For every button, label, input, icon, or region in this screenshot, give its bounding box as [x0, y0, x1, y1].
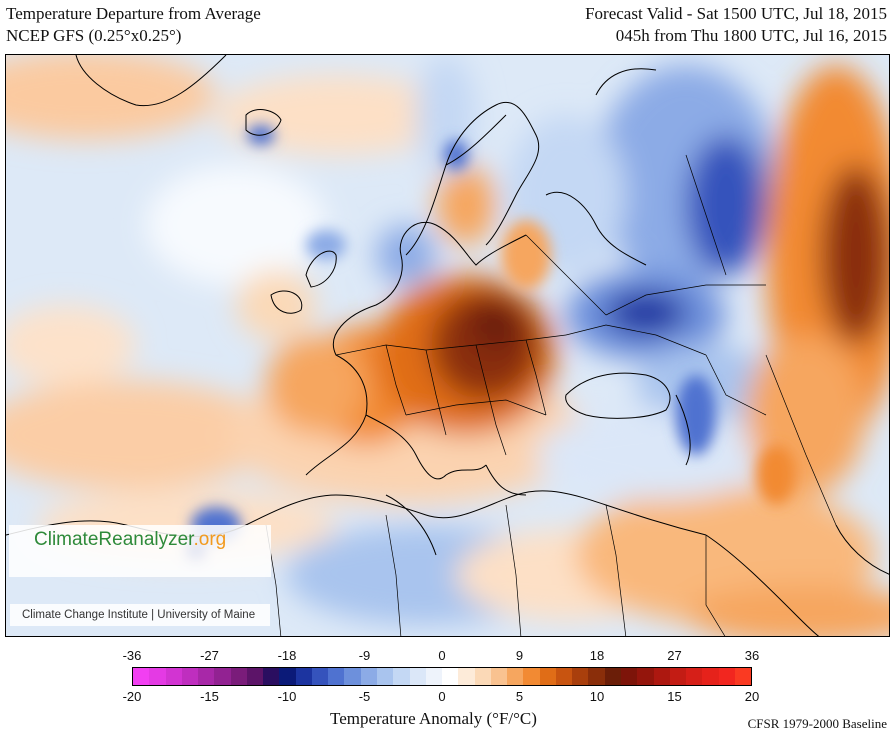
fahrenheit-tick-label: 36 [744, 648, 760, 663]
baseline-note: CFSR 1979-2000 Baseline [747, 716, 887, 731]
country-borders [265, 154, 837, 636]
color-swatch [637, 668, 654, 685]
color-swatch [572, 668, 589, 685]
celsius-tick-label: -10 [277, 689, 297, 704]
model-name: NCEP GFS (0.25°x0.25°) [6, 26, 182, 45]
celsius-tick-label: 20 [744, 689, 760, 704]
fahrenheit-tick-label: 0 [438, 648, 446, 663]
fahrenheit-tick-label: -36 [122, 648, 142, 663]
color-swatch [230, 668, 247, 685]
color-swatch [246, 668, 264, 685]
color-swatch [734, 668, 752, 685]
color-swatch [376, 668, 394, 685]
color-swatch [490, 668, 508, 685]
color-swatch [344, 668, 361, 685]
color-swatch [686, 668, 703, 685]
fahrenheit-tick-label: 18 [589, 648, 605, 663]
climate-reanalyzer-logo: ClimateReanalyzer.org [34, 529, 227, 550]
color-swatch [425, 668, 443, 685]
celsius-tick-label: -5 [358, 689, 371, 704]
color-swatch [474, 668, 491, 685]
color-swatch [458, 668, 475, 685]
anomaly-field [6, 55, 889, 636]
color-swatch [279, 668, 296, 685]
fahrenheit-tick-label: -9 [358, 648, 371, 663]
color-swatch [214, 668, 231, 685]
color-swatch [442, 668, 459, 685]
color-swatch [409, 668, 426, 685]
color-scale-bar [132, 667, 752, 686]
fahrenheit-tick-label: 27 [667, 648, 682, 663]
fahrenheit-tick-label: -27 [200, 648, 219, 663]
fahrenheit-tick-label: -18 [277, 648, 297, 663]
color-swatch [295, 668, 312, 685]
color-swatch [198, 668, 215, 685]
color-swatch [604, 668, 621, 685]
color-swatch [539, 668, 556, 685]
forecast-init-time: 045h from Thu 1800 UTC, Jul 16, 2015 [615, 26, 887, 45]
color-swatch [263, 668, 280, 685]
color-swatch [393, 668, 410, 685]
color-swatch [653, 668, 670, 685]
color-swatch [555, 668, 573, 685]
color-swatch [523, 668, 540, 685]
color-swatch [669, 668, 687, 685]
color-swatch [718, 668, 735, 685]
color-swatch [588, 668, 605, 685]
celsius-tick-label: -15 [200, 689, 219, 704]
color-swatch [165, 668, 182, 685]
celsius-tick-label: -20 [122, 689, 142, 704]
color-swatch [620, 668, 638, 685]
color-swatch [702, 668, 719, 685]
forecast-valid-time: Forecast Valid - Sat 1500 UTC, Jul 18, 2… [585, 4, 887, 23]
fahrenheit-tick-label: 9 [515, 648, 524, 663]
color-swatch [328, 668, 345, 685]
celsius-tick-label: 10 [589, 689, 605, 704]
logo-subtitle-background [10, 604, 270, 626]
color-swatch [133, 668, 150, 685]
color-swatch [311, 668, 329, 685]
celsius-tick-label: 15 [667, 689, 682, 704]
color-swatch [360, 668, 377, 685]
logo-affiliation: Climate Change Institute | University of… [22, 609, 256, 621]
color-swatch [149, 668, 166, 685]
color-scale-label: Temperature Anomaly (°F/°C) [330, 709, 537, 728]
color-swatch [181, 668, 199, 685]
celsius-tick-label: 0 [438, 689, 446, 704]
celsius-tick-label: 5 [515, 689, 524, 704]
logo-background [9, 525, 271, 577]
color-swatch [507, 668, 524, 685]
map-title: Temperature Departure from Average [6, 4, 261, 23]
